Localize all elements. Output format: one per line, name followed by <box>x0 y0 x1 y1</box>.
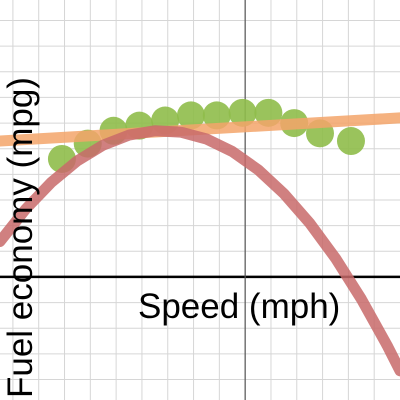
x-axis-label: Speed (mph) <box>138 287 340 326</box>
scatter-point <box>336 127 365 156</box>
series-marks <box>0 98 400 377</box>
scatter-point <box>228 98 257 127</box>
linear-fit-line <box>0 112 400 147</box>
scatter-point <box>202 101 231 130</box>
quadratic-fit-curve <box>0 125 400 377</box>
scatter-point <box>176 101 205 130</box>
y-axis-label: Fuel economy (mpg) <box>1 77 40 398</box>
